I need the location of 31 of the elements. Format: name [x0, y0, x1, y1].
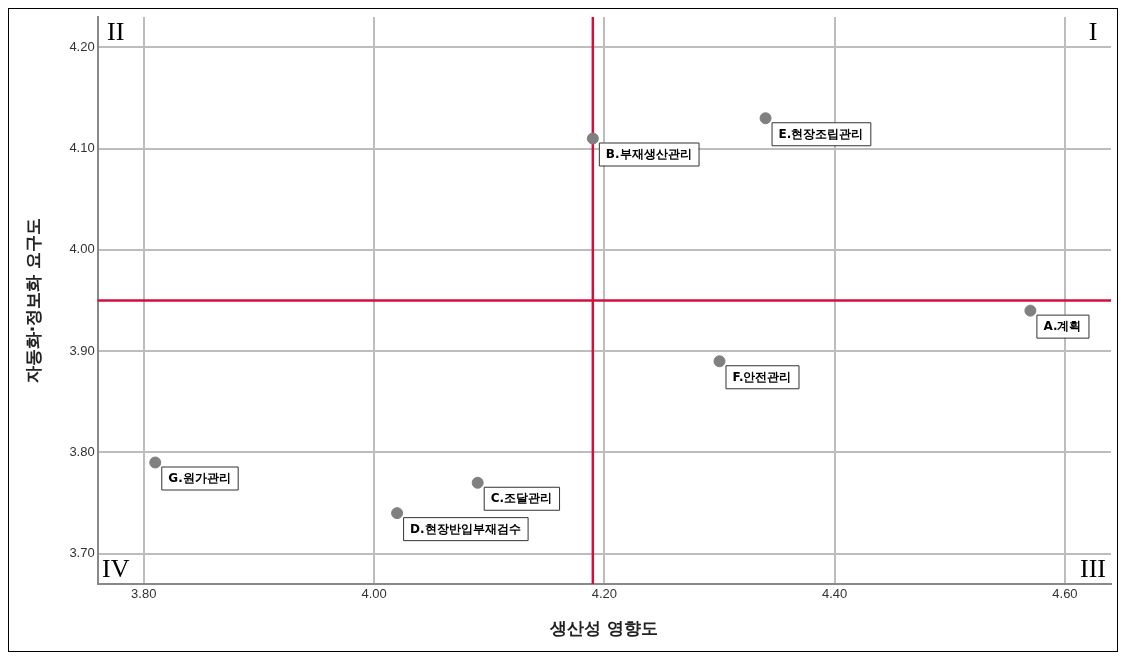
- x-tick-label: 4.00: [361, 586, 387, 602]
- annotation: B.부재생산관리: [605, 147, 692, 162]
- point: [391, 507, 404, 520]
- annotation: A.계획: [1043, 319, 1082, 334]
- annotation: I: [1088, 16, 1098, 46]
- point: [471, 476, 484, 489]
- y-axis-title: 자동화·정보화 요구도: [22, 217, 43, 384]
- y-tick-label: 3.80: [69, 443, 95, 459]
- annotation: G.원가관리: [168, 471, 231, 486]
- y-tick-label: 4.00: [69, 241, 95, 257]
- annotation: III: [1080, 553, 1106, 583]
- x-tick-label: 3.80: [131, 586, 157, 602]
- point: [713, 355, 726, 368]
- y-tick-label: 4.20: [69, 38, 95, 54]
- annotation: F.안전관리: [732, 369, 792, 384]
- x-tick-label: 4.60: [1052, 586, 1078, 602]
- point: [759, 112, 772, 125]
- annotation: IV: [101, 553, 130, 583]
- point: [1024, 304, 1037, 317]
- point: [149, 456, 162, 469]
- x-tick-label: 4.20: [591, 586, 618, 602]
- annotation: C.조달관리: [490, 491, 553, 506]
- annotation: E.현장조립관리: [778, 126, 864, 141]
- point: [586, 132, 599, 145]
- y-tick-label: 4.10: [69, 140, 95, 156]
- y-tick-label: 3.70: [69, 545, 95, 561]
- annotation: D.현장반입부재검수: [410, 521, 521, 536]
- x-tick-label: 4.40: [821, 586, 848, 602]
- annotation: II: [107, 16, 125, 46]
- y-tick-label: 3.90: [69, 342, 95, 358]
- x-axis-title: 생산성 영향도: [549, 618, 659, 639]
